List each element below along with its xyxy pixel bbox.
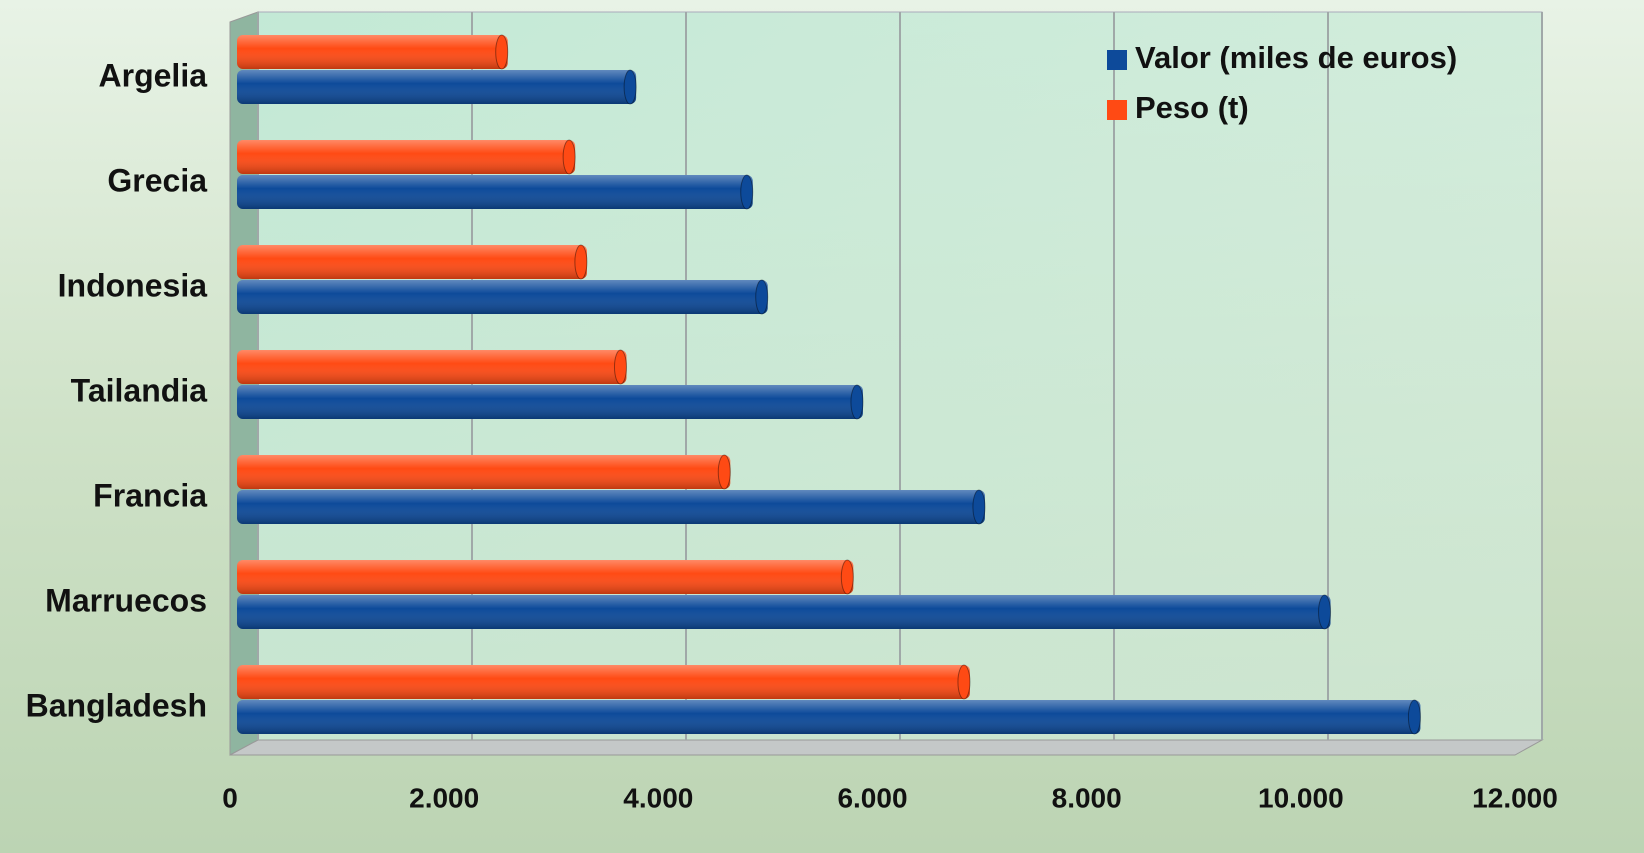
- bar-cap: [755, 279, 769, 315]
- y-tick-label: Tailandia: [71, 372, 208, 408]
- bar-group: [237, 699, 1421, 735]
- bar-cap: [1318, 594, 1332, 630]
- bar-group: [237, 384, 864, 420]
- bar-cap: [840, 559, 854, 595]
- bar-shine: [237, 175, 753, 209]
- y-tick-label: Bangladesh: [26, 687, 207, 723]
- y-tick-label: Grecia: [107, 162, 207, 198]
- bar-cap: [1407, 699, 1421, 735]
- bar-group: [237, 349, 627, 385]
- bar-cap: [613, 349, 627, 385]
- bar-shine: [237, 560, 854, 594]
- y-tick-label: Marruecos: [45, 582, 207, 618]
- bar-shine: [237, 245, 587, 279]
- bar-shine: [237, 140, 576, 174]
- bar-group: [237, 594, 1332, 630]
- y-tick-label: Indonesia: [58, 267, 208, 303]
- bar-shine: [237, 595, 1331, 629]
- bar-group: [237, 244, 588, 280]
- bar-cap: [717, 454, 731, 490]
- x-tick-label: 6.000: [837, 782, 907, 813]
- x-tick-label: 10.000: [1258, 782, 1344, 813]
- bar-shine: [237, 490, 985, 524]
- x-tick-label: 2.000: [409, 782, 479, 813]
- bar-cap: [562, 139, 576, 175]
- bar-shine: [237, 665, 970, 699]
- bar-group: [237, 69, 637, 105]
- bar-group: [237, 559, 854, 595]
- x-tick-label: 4.000: [623, 782, 693, 813]
- bar-shine: [237, 350, 627, 384]
- y-tick-label: Argelia: [99, 57, 208, 93]
- bar-cap: [740, 174, 754, 210]
- bar-shine: [237, 385, 863, 419]
- bar-group: [237, 664, 971, 700]
- x-tick-label: 12.000: [1472, 782, 1558, 813]
- bar-group: [237, 279, 769, 315]
- bar-cap: [972, 489, 986, 525]
- legend-label: Valor (miles de euros): [1135, 40, 1457, 75]
- bar-cap: [850, 384, 864, 420]
- bar-cap: [623, 69, 637, 105]
- bar-group: [237, 174, 754, 210]
- bar-shine: [237, 280, 768, 314]
- bar-cap: [574, 244, 588, 280]
- y-tick-label: Francia: [93, 477, 207, 513]
- bar-shine: [237, 455, 731, 489]
- legend-label: Peso (t): [1135, 90, 1249, 125]
- bar-group: [237, 34, 509, 70]
- bar-cap: [495, 34, 509, 70]
- x-tick-label: 0: [222, 782, 238, 813]
- bar-group: [237, 489, 986, 525]
- bar-cap: [957, 664, 971, 700]
- bar-shine: [237, 35, 508, 69]
- legend-swatch: [1107, 50, 1127, 70]
- legend-swatch: [1107, 100, 1127, 120]
- plot-floor: [229, 739, 1544, 756]
- bar-group: [237, 139, 576, 175]
- x-tick-label: 8.000: [1052, 782, 1122, 813]
- bar-shine: [237, 70, 637, 104]
- bar-group: [237, 454, 731, 490]
- bar-shine: [237, 700, 1421, 734]
